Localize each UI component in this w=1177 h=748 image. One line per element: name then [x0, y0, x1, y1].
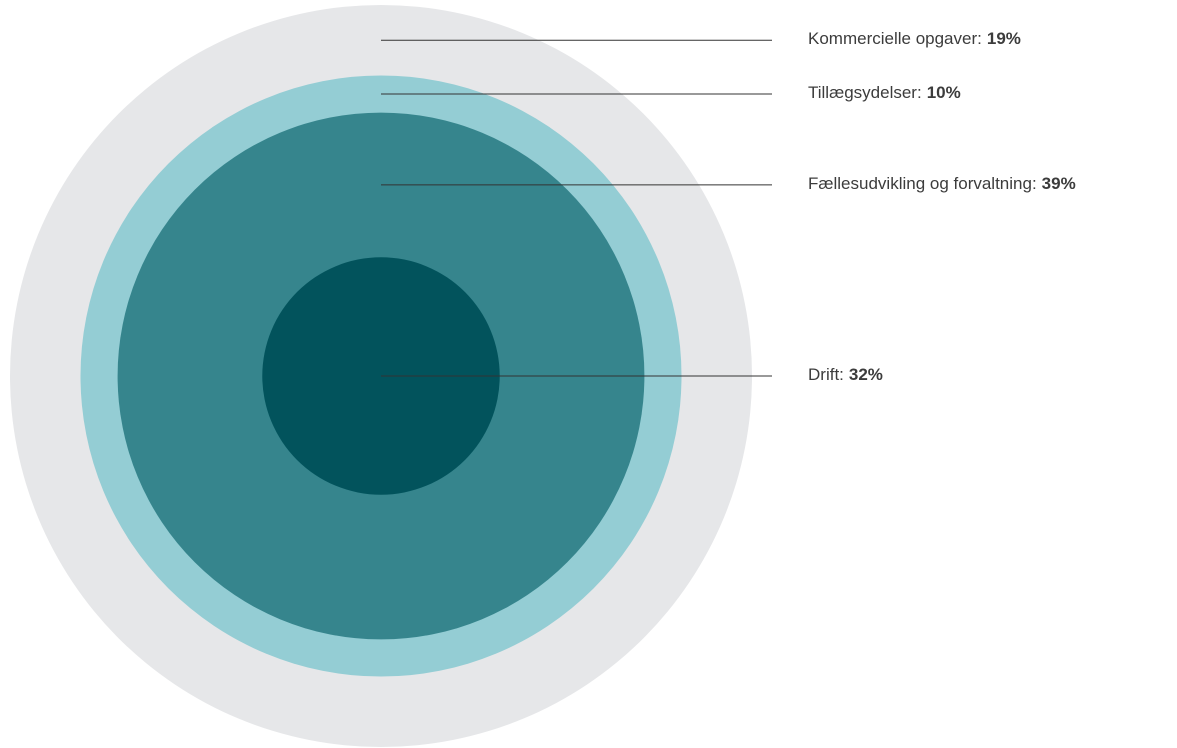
label-value: 19%: [987, 30, 1021, 49]
label-name: Drift:: [808, 365, 844, 384]
label-value: 10%: [927, 84, 961, 103]
ring-label: Tillægsydelser: 10%: [808, 84, 961, 103]
label-name: Kommercielle opgaver:: [808, 30, 982, 49]
label-name: Tillægsydelser:: [808, 84, 922, 103]
ring-label: Drift: 32%: [808, 365, 883, 384]
label-value: 32%: [849, 365, 883, 384]
label-value: 39%: [1042, 174, 1076, 193]
ring-label: Kommercielle opgaver: 19%: [808, 30, 1021, 49]
label-name: Fællesudvikling og forvaltning:: [808, 174, 1037, 193]
ring-label: Fællesudvikling og forvaltning: 39%: [808, 174, 1076, 193]
